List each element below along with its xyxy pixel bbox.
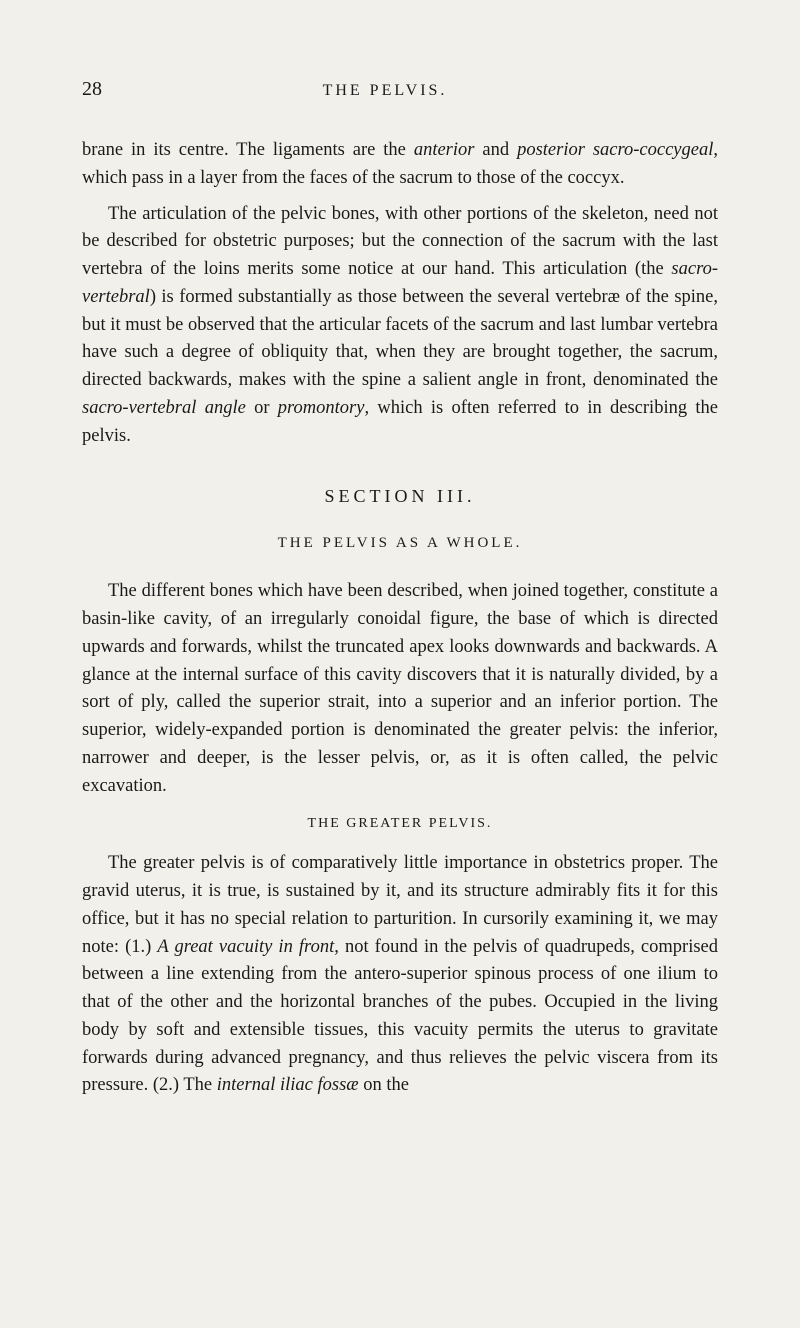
italic-term: sacro-vertebral angle (82, 398, 246, 418)
body-paragraph: The articulation of the pelvic bones, wi… (82, 201, 718, 451)
text-run: ) is formed substantially as those betwe… (82, 287, 718, 390)
body-paragraph: brane in its centre. The ligaments are t… (82, 137, 718, 193)
subsection-heading: THE PELVIS AS A WHOLE. (82, 535, 718, 552)
text-run: and (474, 140, 517, 160)
paragraph-2: The articulation of the pelvic bones, wi… (82, 201, 718, 451)
italic-term: promontory (278, 398, 365, 418)
running-head: THE PELVIS. (102, 82, 718, 100)
paragraph-4: The greater pelvis is of comparatively l… (82, 850, 718, 1100)
italic-term: posterior sacro-coccygeal (517, 140, 713, 160)
italic-term: A great vacuity in front (157, 937, 334, 957)
text-run: brane in its centre. The ligaments are t… (82, 140, 414, 160)
text-run: , not found in the pelvis of quad­rupeds… (82, 937, 718, 1096)
paragraph-1: brane in its centre. The ligaments are t… (82, 137, 718, 193)
page-number: 28 (82, 78, 102, 101)
italic-term: anterior (414, 140, 475, 160)
paragraph-3: The different bones which have been desc… (82, 578, 718, 800)
text-run: The articulation of the pelvic bones, wi… (82, 204, 718, 280)
text-run: on the (359, 1075, 409, 1095)
page-header: 28 THE PELVIS. (82, 78, 718, 101)
body-paragraph: The greater pelvis is of comparatively l… (82, 850, 718, 1100)
body-paragraph: The different bones which have been desc… (82, 578, 718, 800)
minor-heading: THE GREATER PELVIS. (82, 816, 718, 832)
section-heading: SECTION III. (82, 486, 718, 507)
text-run: or (246, 398, 278, 418)
italic-term: internal iliac fossæ (217, 1075, 359, 1095)
